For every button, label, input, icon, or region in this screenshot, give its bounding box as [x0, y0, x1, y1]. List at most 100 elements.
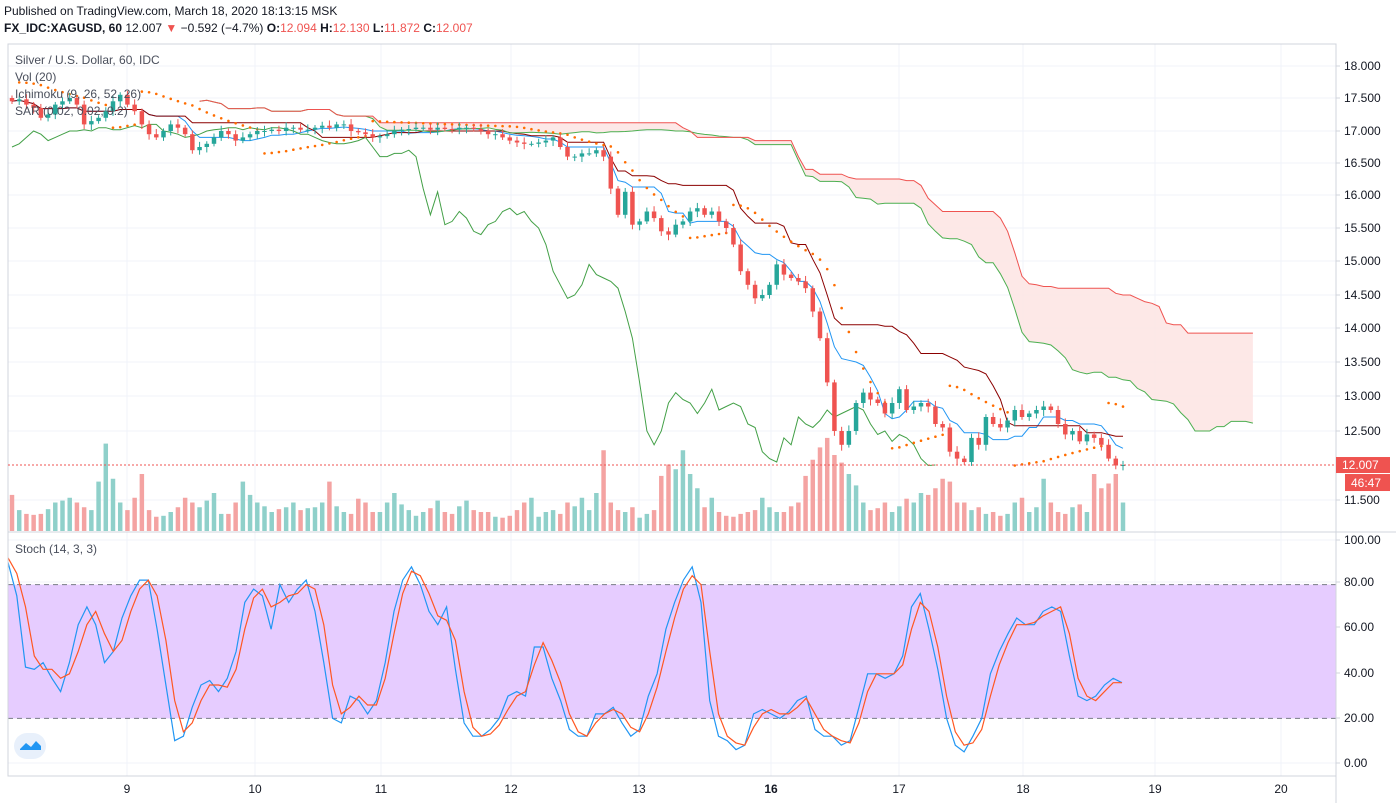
sar-dot [1042, 459, 1045, 463]
volume-bar [45, 509, 51, 531]
volume-bar [969, 510, 974, 531]
price-tick-label: 15.000 [1344, 254, 1381, 268]
candle-body [269, 129, 274, 131]
candle-body [442, 127, 448, 130]
candle-body [471, 127, 476, 130]
legend-stoch[interactable]: Stoch (14, 3, 3) [15, 542, 98, 556]
low-label: L: [372, 21, 385, 35]
volume-bar [363, 502, 368, 531]
sar-dot [61, 90, 64, 94]
candle-body [529, 143, 534, 145]
candle-body [1012, 410, 1018, 421]
legend-volume[interactable]: Vol (20) [15, 70, 57, 84]
stoch-tick-label: 0.00 [1344, 756, 1368, 770]
close-label: C: [423, 21, 436, 35]
sar-dot [681, 215, 685, 218]
stoch-tick-label: 20.00 [1344, 711, 1374, 725]
volume-bar [240, 481, 246, 531]
candle-body [882, 403, 888, 414]
sar-dot [840, 306, 843, 310]
sar-dot [595, 142, 598, 145]
sar-dot [587, 140, 591, 144]
volume-bar [53, 502, 58, 531]
sar-dot [284, 149, 288, 153]
candle-body [500, 134, 505, 138]
volume-bar [723, 515, 729, 531]
volume-bar [918, 493, 924, 531]
volume-bar [319, 502, 325, 531]
sar-dot [768, 224, 771, 228]
price-tick-label: 17.000 [1344, 124, 1381, 138]
candle-body [998, 424, 1003, 428]
candles [9, 90, 1126, 471]
volume-bar [60, 500, 65, 531]
candle-body [341, 124, 347, 126]
candle-body [990, 417, 996, 424]
legend-sar[interactable]: SAR (0.02, 0.02, 0.2) [15, 104, 128, 118]
volume-bar [1106, 483, 1111, 531]
volume-bar [738, 513, 743, 531]
sar-dot [270, 151, 274, 155]
candle-body [1055, 410, 1061, 424]
candle-body [38, 107, 44, 118]
sar-dot [999, 407, 1002, 411]
volume-bar [377, 512, 383, 531]
candle-body [940, 424, 945, 428]
candle-body [413, 127, 419, 130]
sar-dot [782, 235, 786, 239]
volume-bar [154, 516, 159, 531]
volume-bar [875, 508, 880, 531]
candle-body [962, 458, 967, 463]
candle-body [1070, 431, 1075, 435]
candle-body [406, 129, 412, 131]
candle-body [889, 403, 895, 414]
candle-body [637, 221, 642, 225]
sar-dot [1114, 402, 1118, 406]
sar-dot [775, 230, 779, 233]
sar-dot [962, 388, 966, 392]
price-change: −0.592 (−4.7%) [180, 21, 264, 35]
tradingview-logo-icon[interactable] [14, 733, 46, 759]
candle-body [428, 127, 433, 130]
volume-bar [745, 512, 751, 531]
sar-dot [169, 97, 173, 101]
volume-bar [139, 474, 145, 531]
volume-bar [536, 516, 541, 531]
volume-bar [954, 502, 960, 531]
sar-dot [876, 391, 880, 395]
volume-bar [117, 502, 123, 531]
candle-body [247, 134, 253, 138]
volume-bar [449, 513, 455, 531]
sar-dot [991, 404, 995, 407]
candle-body [154, 134, 159, 138]
candle-body [139, 111, 145, 125]
sar-dot [147, 90, 151, 94]
volume-bar [1070, 507, 1075, 531]
sar-dot [429, 122, 432, 125]
candle-body [67, 98, 72, 102]
sar-dot [631, 169, 634, 172]
candle-body [312, 127, 318, 130]
legend-ichimoku[interactable]: Ichimoku (9, 26, 52, 26) [15, 87, 142, 101]
volume-bar [853, 485, 859, 531]
sar-dot [573, 136, 577, 139]
volume-bar [1084, 512, 1090, 531]
volume-bar [16, 510, 22, 531]
candle-body [572, 156, 577, 158]
sar-dot [970, 392, 973, 396]
sar-dot [313, 144, 317, 148]
candle-body [1113, 458, 1119, 466]
volume-bar [269, 512, 274, 531]
volume-bar [1063, 513, 1068, 531]
candle-body [521, 142, 527, 144]
volume-bar [709, 497, 715, 531]
volume-bar [1012, 502, 1018, 531]
candle-body [911, 406, 917, 410]
legend-main[interactable]: Silver / U.S. Dollar, 60, IDC [15, 53, 160, 67]
volume-bar [644, 513, 650, 531]
volume-bar [399, 504, 404, 531]
volume-bar [1005, 513, 1010, 531]
volume-bar [572, 506, 577, 531]
candle-body [976, 437, 981, 445]
